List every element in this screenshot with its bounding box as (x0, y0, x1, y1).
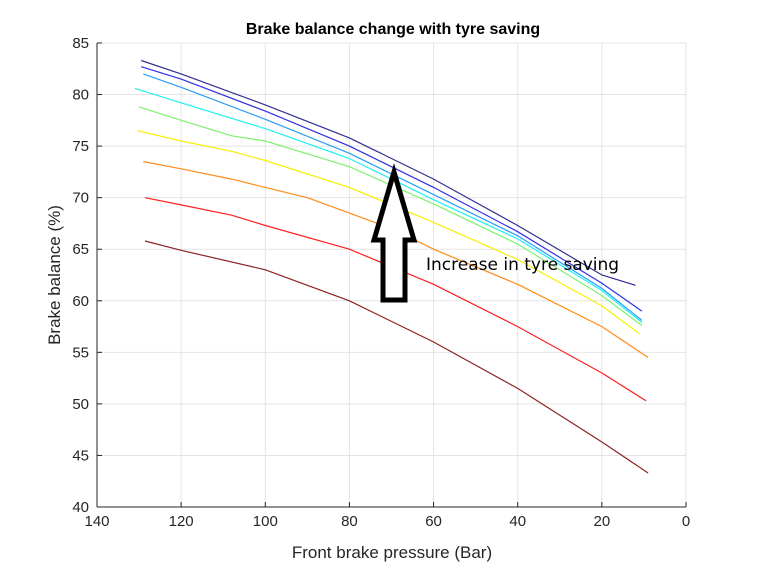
y-axis-label: Brake balance (%) (45, 205, 64, 345)
series-line-4 (136, 130, 641, 335)
tyre-saving-arrow (370, 163, 418, 303)
x-tick-label: 80 (341, 513, 358, 530)
x-tick-label: 140 (84, 513, 109, 530)
y-tick-label: 70 (72, 190, 89, 207)
x-tick-label: 20 (594, 513, 611, 530)
annotation: Increase in tyre saving (370, 163, 619, 303)
x-axis-label: Front brake pressure (Bar) (292, 543, 492, 562)
series-line-2 (144, 197, 647, 402)
x-tick-label: 40 (509, 513, 526, 530)
y-tick-label: 50 (72, 396, 89, 413)
chart-title: Brake balance change with tyre saving (246, 21, 540, 38)
series-line-9 (141, 59, 636, 286)
series-line-8 (141, 66, 643, 312)
y-tick-label: 75 (72, 138, 89, 155)
x-tick-label: 0 (682, 513, 690, 530)
series-line-5 (138, 106, 643, 326)
y-tick-label: 65 (72, 241, 89, 258)
y-tick-label: 40 (72, 499, 89, 516)
y-tick-label: 60 (72, 293, 89, 310)
x-tick-label: 60 (425, 513, 442, 530)
x-tick-label: 120 (169, 513, 194, 530)
annotation-text: Increase in tyre saving (426, 255, 619, 275)
series-line-1 (144, 240, 649, 474)
x-tick-label: 100 (253, 513, 278, 530)
y-tick-label: 80 (72, 87, 89, 104)
y-tick-label: 55 (72, 344, 89, 361)
y-tick-label: 85 (72, 35, 89, 52)
series-line-3 (143, 161, 649, 358)
y-tick-label: 45 (72, 447, 89, 464)
axes: 140 120 100 80 60 40 20 0 40 45 50 55 60 65 70 75 80 85 (72, 35, 690, 530)
